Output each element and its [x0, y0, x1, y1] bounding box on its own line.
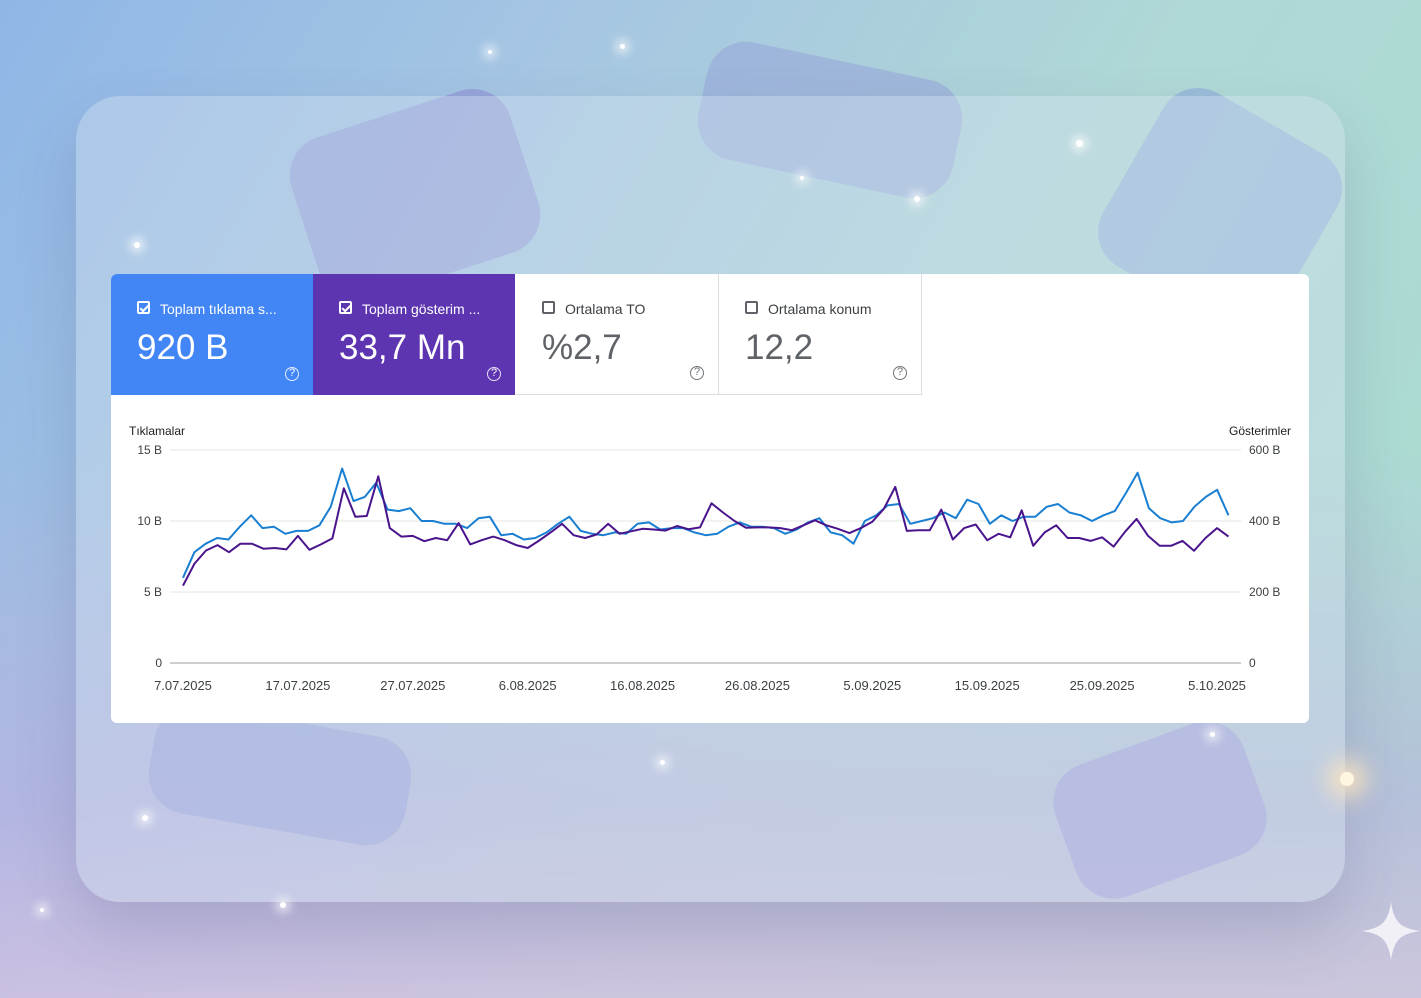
sparkle [280, 902, 286, 908]
sparkle [1340, 772, 1354, 786]
help-icon[interactable]: ? [690, 366, 704, 380]
checkbox-unchecked-icon[interactable] [542, 301, 555, 314]
series-line-impressions [182, 475, 1230, 587]
metric-value: 920 B [137, 328, 229, 367]
x-tick-label: 16.08.2025 [610, 678, 675, 693]
x-tick-label: 26.08.2025 [725, 678, 790, 693]
metric-value: 33,7 Mn [339, 328, 466, 367]
x-tick-label: 15.09.2025 [955, 678, 1020, 693]
help-icon[interactable]: ? [487, 367, 501, 381]
checkbox-checked-icon[interactable] [339, 301, 352, 314]
performance-chart: 0 0 5 B 200 B 10 B 400 B 15 B 600 B 7.07.2025 17.… [137, 443, 1280, 693]
chart-lines [182, 467, 1230, 587]
metric-label: Toplam tıklama s... [160, 301, 277, 317]
sparkle [620, 44, 625, 49]
sparkle [134, 242, 140, 248]
x-tick-label: 5.10.2025 [1188, 678, 1246, 693]
left-tick-label: 0 [155, 656, 162, 670]
x-tick-label: 17.07.2025 [265, 678, 330, 693]
x-tick-label: 6.08.2025 [499, 678, 557, 693]
right-tick-label: 200 B [1249, 585, 1280, 599]
sparkle [1076, 140, 1083, 147]
x-tick-label: 7.07.2025 [154, 678, 212, 693]
metric-label: Ortalama TO [565, 301, 646, 317]
right-axis-title: Gösterimler [1228, 424, 1291, 438]
sparkle [660, 760, 665, 765]
sparkle [488, 50, 492, 54]
left-tick-label: 5 B [144, 585, 162, 599]
right-tick-label: 400 B [1249, 514, 1280, 528]
left-axis-title: Tıklamalar [129, 424, 186, 438]
metric-label: Ortalama konum [768, 301, 872, 317]
left-tick-label: 15 B [137, 443, 162, 457]
metric-label: Toplam gösterim ... [362, 301, 481, 317]
performance-card: Toplam tıklama s... 920 B ? Toplam göste… [111, 274, 1309, 723]
metric-tile-clicks[interactable]: Toplam tıklama s... 920 B ? [111, 274, 313, 395]
right-tick-label: 0 [1249, 656, 1256, 670]
metric-value: %2,7 [542, 328, 622, 367]
metric-value: 12,2 [745, 328, 814, 367]
right-tick-label: 600 B [1249, 443, 1280, 457]
sparkle [1210, 732, 1215, 737]
checkbox-checked-icon[interactable] [137, 301, 150, 314]
chart-grid [170, 449, 1241, 664]
sparkle-star-icon [1362, 902, 1420, 960]
checkbox-unchecked-icon[interactable] [745, 301, 758, 314]
help-icon[interactable]: ? [893, 366, 907, 380]
sparkle [142, 815, 148, 821]
metric-tile-impressions[interactable]: Toplam gösterim ... 33,7 Mn ? [313, 274, 515, 395]
chart-ticks: 0 0 5 B 200 B 10 B 400 B 15 B 600 B 7.07.2025 17.… [137, 443, 1280, 693]
x-tick-label: 25.09.2025 [1070, 678, 1135, 693]
x-tick-label: 5.09.2025 [843, 678, 901, 693]
metric-tile-ctr[interactable]: Ortalama TO %2,7 ? [516, 274, 719, 395]
series-line-clicks [182, 467, 1230, 579]
left-tick-label: 10 B [137, 514, 162, 528]
metric-tile-position[interactable]: Ortalama konum 12,2 ? [719, 274, 922, 395]
sparkle [40, 908, 44, 912]
sparkle [800, 176, 804, 180]
x-tick-label: 27.07.2025 [380, 678, 445, 693]
help-icon[interactable]: ? [285, 367, 299, 381]
sparkle [914, 196, 920, 202]
